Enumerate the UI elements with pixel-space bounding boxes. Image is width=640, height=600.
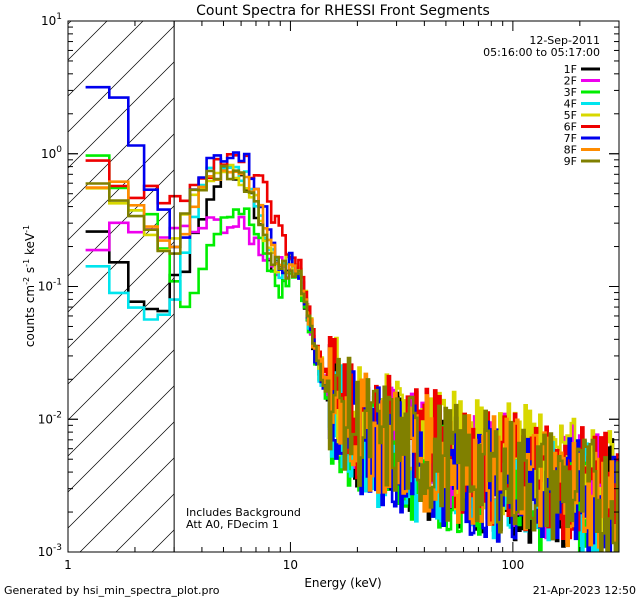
legend-label-2F: 2F — [564, 75, 577, 88]
x-axis-ticks: 1 10 100 — [64, 21, 620, 572]
y-tick-label: 101 — [41, 12, 62, 28]
series-line-9F — [85, 164, 619, 552]
hatch-line — [620, 21, 640, 552]
footer-timestamp: 21-Apr-2023 12:50 — [533, 584, 636, 597]
hatch-line — [68, 205, 175, 313]
hatch-line — [68, 61, 175, 169]
legend-label-1F: 1F — [564, 63, 577, 76]
legend-label-9F: 9F — [564, 155, 577, 168]
y-axis-ticks: 10-3 10-2 10-1 100 101 — [38, 12, 619, 559]
hatch-line — [68, 421, 175, 529]
hatch-line — [68, 385, 175, 493]
y-tick-label: 10-3 — [38, 543, 62, 559]
series-line-8F — [85, 169, 619, 549]
annotation-attenuator: Att A0, FDecim 1 — [186, 518, 279, 531]
legend-label-8F: 8F — [564, 144, 577, 157]
y-tick-label: 10-1 — [38, 278, 62, 294]
legend-label-6F: 6F — [564, 121, 577, 134]
date-label: 12-Sep-2011 — [529, 34, 600, 47]
legend-label-7F: 7F — [564, 132, 577, 145]
annotation-background: Includes Background — [186, 506, 301, 519]
x-axis-label: Energy (keV) — [304, 576, 381, 590]
x-tick-label: 10 — [283, 558, 298, 572]
hatch-line — [68, 97, 175, 205]
hatch-line — [68, 277, 175, 385]
x-tick-label: 100 — [501, 558, 524, 572]
series-line-6F — [85, 153, 619, 540]
chart-title: Count Spectra for RHESSI Front Segments — [196, 3, 490, 19]
time-range-label: 05:16:00 to 05:17:00 — [483, 46, 600, 59]
x-tick-label: 1 — [64, 558, 72, 572]
y-axis-label: counts cm-2 s-1 keV-1 — [22, 225, 37, 347]
legend-label-5F: 5F — [564, 109, 577, 122]
series-layer — [85, 85, 619, 552]
legend-label-3F: 3F — [564, 86, 577, 99]
y-tick-label: 10-2 — [38, 410, 62, 426]
hatch-line — [79, 457, 175, 552]
footer-generated-by: Generated by hsi_min_spectra_plot.pro — [4, 584, 220, 597]
hatch-line — [68, 25, 175, 133]
legend-label-4F: 4F — [564, 98, 577, 111]
y-tick-label: 100 — [41, 145, 62, 161]
